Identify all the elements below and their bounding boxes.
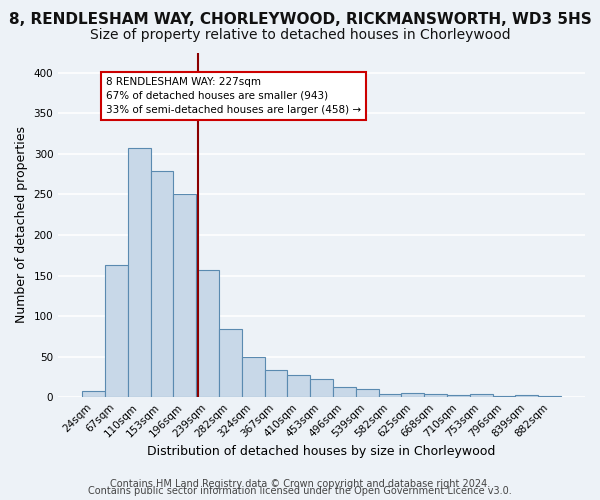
X-axis label: Distribution of detached houses by size in Chorleywood: Distribution of detached houses by size … [148, 444, 496, 458]
Bar [173, 194, 196, 397]
Bar [287, 374, 310, 397]
Bar [538, 396, 561, 397]
Text: 8, RENDLESHAM WAY, CHORLEYWOOD, RICKMANSWORTH, WD3 5HS: 8, RENDLESHAM WAY, CHORLEYWOOD, RICKMANS… [8, 12, 592, 28]
Bar [151, 171, 173, 397]
Text: 8 RENDLESHAM WAY: 227sqm
67% of detached houses are smaller (943)
33% of semi-de: 8 RENDLESHAM WAY: 227sqm 67% of detached… [106, 77, 361, 115]
Bar [219, 329, 242, 397]
Bar [242, 356, 265, 397]
Bar [196, 270, 219, 397]
Bar [447, 395, 470, 397]
Bar [333, 386, 356, 397]
Text: Size of property relative to detached houses in Chorleywood: Size of property relative to detached ho… [89, 28, 511, 42]
Bar [82, 390, 105, 397]
Bar [310, 378, 333, 397]
Text: Contains public sector information licensed under the Open Government Licence v3: Contains public sector information licen… [88, 486, 512, 496]
Bar [470, 394, 493, 397]
Bar [493, 396, 515, 397]
Bar [401, 393, 424, 397]
Bar [128, 148, 151, 397]
Bar [105, 265, 128, 397]
Bar [265, 370, 287, 397]
Bar [379, 394, 401, 397]
Y-axis label: Number of detached properties: Number of detached properties [15, 126, 28, 324]
Bar [424, 394, 447, 397]
Text: Contains HM Land Registry data © Crown copyright and database right 2024.: Contains HM Land Registry data © Crown c… [110, 479, 490, 489]
Bar [515, 395, 538, 397]
Bar [356, 389, 379, 397]
